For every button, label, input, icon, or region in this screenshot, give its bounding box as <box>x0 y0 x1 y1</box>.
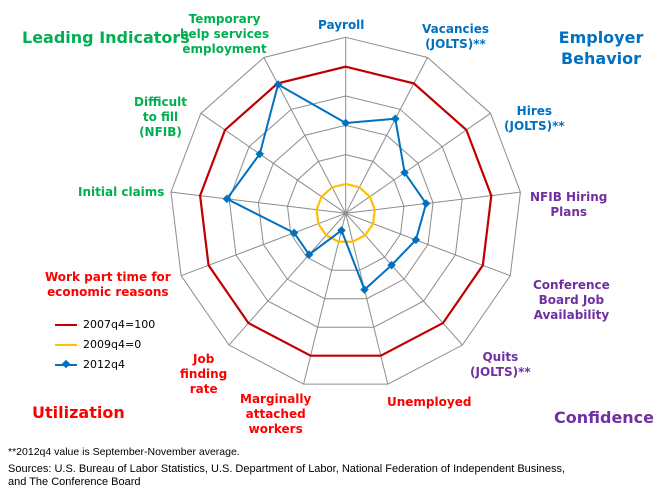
series-line-2007q4=100 <box>198 65 493 357</box>
axis-label-marginally-attached: Marginally attached workers <box>240 392 312 436</box>
data-point <box>222 194 232 204</box>
axis-label-payroll: Payroll <box>318 18 365 32</box>
quadrant-confidence: Confidence <box>554 408 655 427</box>
axis-label-conference-board: Conference Board Job Availability <box>533 278 610 322</box>
grid-spoke <box>263 57 347 214</box>
series-line-2012q4 <box>225 82 428 292</box>
axis-label-hires: Hires (JOLTS)** <box>504 104 565 133</box>
axis-label-difficult-to-fill: Difficult to fill (NFIB) <box>134 95 187 139</box>
data-point <box>400 168 409 177</box>
quadrant-employer-behavior: Employer Behavior <box>558 28 644 68</box>
grid-ring <box>228 95 463 328</box>
data-point <box>341 118 350 128</box>
axis-label-nfib-hiring-plans: NFIB Hiring Plans <box>530 190 608 219</box>
grid-spoke <box>345 57 428 214</box>
data-point <box>411 235 421 245</box>
data-point <box>289 228 299 238</box>
grid-ring <box>286 154 405 271</box>
grid-spoke <box>228 212 347 346</box>
data-point <box>337 226 346 235</box>
grid-ring <box>257 124 434 300</box>
legend-swatch <box>55 343 77 346</box>
data-point <box>360 285 369 294</box>
data-point <box>304 250 314 259</box>
axis-label-unemployed: Unemployed <box>387 395 472 409</box>
data-point <box>273 80 283 89</box>
axis-label-initial-claims: Initial claims <box>78 185 165 199</box>
axis-label-quits: Quits (JOLTS)** <box>470 350 531 379</box>
axis-label-part-time: Work part time for economic reasons <box>45 270 171 299</box>
sources: Sources: U.S. Bureau of Labor Statistics… <box>8 463 566 488</box>
data-point <box>255 149 265 159</box>
legend-item-2007q4: 2007q4=100 <box>55 318 155 331</box>
footnote: **2012q4 value is September-November ave… <box>8 446 240 458</box>
axis-label-temporary-help: Temporary help services employment <box>180 12 270 56</box>
data-point <box>391 114 400 123</box>
axis-label-job-finding-rate: Job finding rate <box>180 352 228 396</box>
legend-item-2012q4: 2012q4 <box>55 358 125 371</box>
grid-ring <box>170 36 521 385</box>
axis-label-vacancies: Vacancies (JOLTS)** <box>422 22 489 51</box>
quadrant-leading-indicators: Leading Indicators <box>22 28 190 47</box>
data-point <box>387 260 396 270</box>
legend-item-2009q4: 2009q4=0 <box>55 338 141 351</box>
legend-swatch <box>55 359 77 368</box>
legend-swatch <box>55 323 77 326</box>
data-point <box>421 199 431 208</box>
grid-spoke <box>345 212 463 346</box>
quadrant-utilization: Utilization <box>32 403 125 422</box>
